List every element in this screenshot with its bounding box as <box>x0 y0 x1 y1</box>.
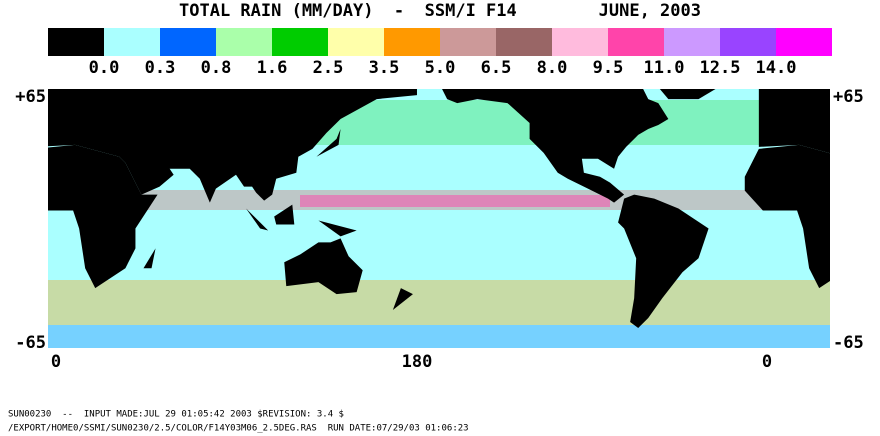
landmass <box>284 238 363 295</box>
landmass <box>274 204 295 225</box>
landmass <box>143 248 156 269</box>
legend-label: 0.0 <box>89 58 120 78</box>
legend-swatch <box>160 28 216 56</box>
legend-swatch <box>608 28 664 56</box>
legend: 0.0 0.3 0.8 1.6 2.5 3.5 5.0 6.5 8.0 9.5 11.0 12.5 14… <box>48 28 832 78</box>
legend-label: 12.5 <box>700 58 741 78</box>
landmass <box>442 89 669 203</box>
landmass <box>618 194 709 328</box>
landmass <box>392 288 413 311</box>
rain-band <box>48 325 830 348</box>
legend-label: 0.8 <box>201 58 232 78</box>
map <box>48 89 879 348</box>
legend-label: 3.5 <box>369 58 400 78</box>
axis-label: -65 <box>15 333 46 353</box>
legend-swatch <box>552 28 608 56</box>
legend-swatch <box>720 28 776 56</box>
legend-swatch <box>48 28 104 56</box>
legend-swatch <box>664 28 720 56</box>
footer-line: /EXPORT/HOME0/SSMI/SUN0230/2.5/COLOR/F14… <box>8 424 469 434</box>
landmass <box>758 89 830 154</box>
title: TOTAL RAIN (MM/DAY) - SSM/I F14 JUNE, 20… <box>179 1 701 21</box>
legend-swatch <box>328 28 384 56</box>
landmass <box>246 208 269 231</box>
axis-label: +65 <box>833 87 864 107</box>
rain-band <box>300 195 610 207</box>
landmass <box>48 89 417 203</box>
legend-swatch <box>384 28 440 56</box>
legend-label: 8.0 <box>537 58 568 78</box>
legend-label: 0.3 <box>145 58 176 78</box>
axis-label: +65 <box>15 87 46 107</box>
landmass <box>318 220 357 237</box>
legend-label: 6.5 <box>481 58 512 78</box>
axis-label: 0 <box>51 352 61 372</box>
legend-label: 1.6 <box>257 58 288 78</box>
landmass <box>659 89 716 100</box>
landmass <box>48 144 158 289</box>
landmass <box>316 128 341 157</box>
legend-swatch <box>104 28 160 56</box>
axis-label: 180 <box>402 352 433 372</box>
legend-swatch <box>216 28 272 56</box>
land <box>48 89 879 328</box>
legend-swatch <box>776 28 832 56</box>
legend-swatch <box>272 28 328 56</box>
footer-line: SUN00230 -- INPUT MADE:JUL 29 01:05:42 2… <box>8 410 344 420</box>
landmass <box>867 248 879 268</box>
rain-band <box>48 280 830 325</box>
legend-swatch <box>496 28 552 56</box>
axis-label: 0 <box>762 352 772 372</box>
axis-label: -65 <box>833 333 864 353</box>
axes: +65-65+65-650 180 0 <box>15 87 863 372</box>
legend-label: 2.5 <box>313 58 344 78</box>
legend-label: 11.0 <box>644 58 685 78</box>
legend-label: 5.0 <box>425 58 456 78</box>
legend-swatch <box>440 28 496 56</box>
legend-label: 14.0 <box>756 58 797 78</box>
landmass <box>744 144 830 289</box>
legend-label: 9.5 <box>593 58 624 78</box>
